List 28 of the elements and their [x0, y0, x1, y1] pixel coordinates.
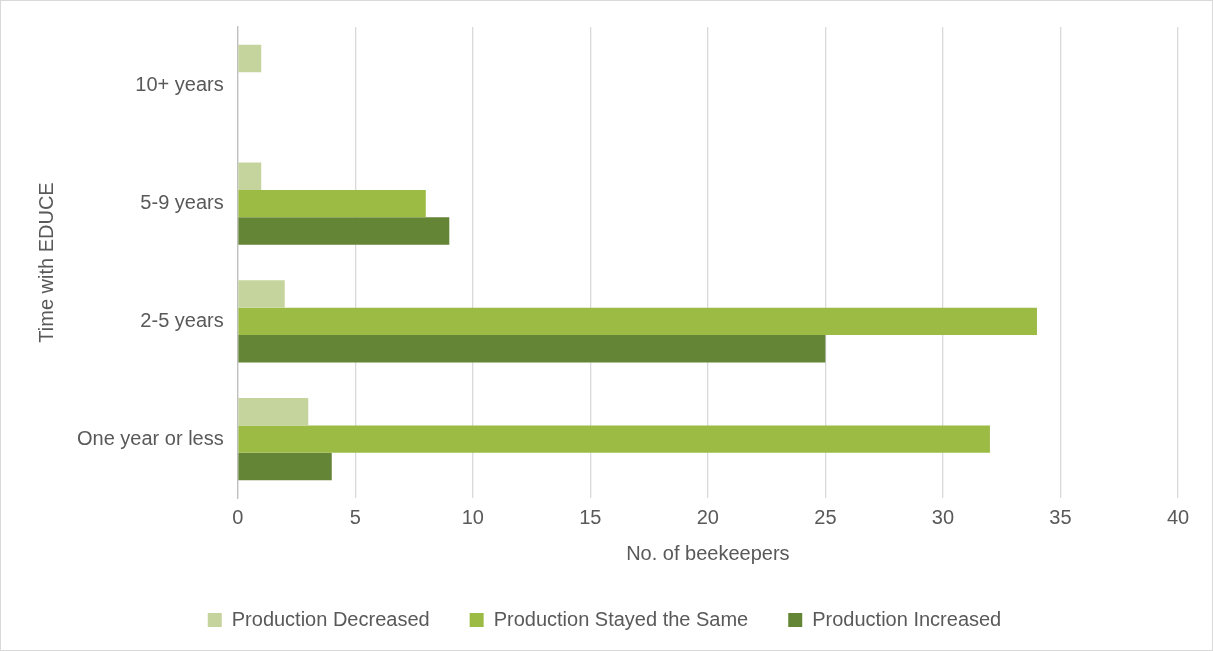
y-tick-label: 5-9 years	[140, 191, 224, 214]
legend-label: Production Increased	[812, 607, 1002, 630]
bar	[238, 335, 826, 363]
x-tick-label: 40	[1166, 505, 1190, 528]
x-tick-label: 30	[931, 505, 955, 528]
x-tick-label: 10	[461, 505, 484, 528]
x-tick-label: 0	[232, 505, 244, 528]
x-tick-label: 5	[349, 505, 361, 528]
bar	[238, 189, 426, 218]
x-tick-label: 35	[1049, 505, 1072, 528]
bar	[238, 397, 309, 426]
bar	[238, 425, 990, 453]
y-tick-label: One year or less	[76, 426, 224, 449]
legend-label: Production Decreased	[231, 607, 430, 630]
bar	[238, 307, 1037, 336]
bar	[238, 217, 450, 245]
bar	[238, 280, 285, 308]
x-tick-label: 20	[696, 505, 719, 528]
legend-label: Production Stayed the Same	[493, 607, 749, 630]
x-tick-label: 25	[814, 505, 837, 528]
y-axis-title: Time with EDUCE	[34, 182, 57, 343]
bar	[238, 44, 262, 73]
y-tick-label: 10+ years	[135, 73, 224, 96]
x-axis-title: No. of beekeepers	[626, 541, 790, 564]
bar	[238, 162, 262, 190]
x-tick-label: 15	[579, 505, 602, 528]
bar	[238, 452, 332, 481]
y-tick-label: 2-5 years	[140, 308, 224, 331]
